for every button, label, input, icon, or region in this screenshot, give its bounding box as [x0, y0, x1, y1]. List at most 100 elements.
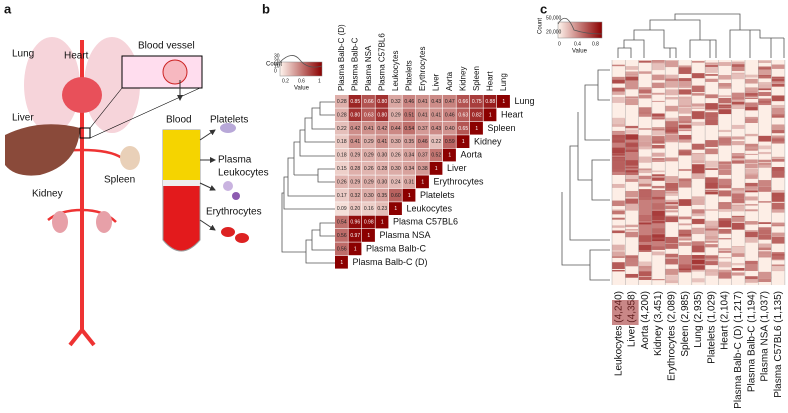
heatmap-texture [678, 237, 692, 239]
heatmap-texture [691, 199, 705, 205]
heatmap-texture [651, 152, 665, 157]
heatmap-texture [651, 176, 665, 181]
heatmap-texture [678, 98, 692, 106]
heatmap-texture [731, 124, 745, 129]
heatmap-texture [665, 105, 678, 112]
heatmap-texture [771, 64, 785, 69]
heatmap-texture [745, 209, 758, 212]
heatmap-texture [758, 74, 772, 76]
row-label: Leukocytes [407, 203, 453, 213]
heatmap-cell [470, 108, 483, 122]
heatmap-texture [638, 168, 652, 174]
heatmap-cell [389, 188, 402, 202]
heatmap-texture [745, 182, 758, 188]
heatmap-texture [745, 102, 758, 108]
heatmap-texture [691, 241, 705, 246]
row-label: Kidney [474, 136, 502, 146]
heatmap-cell [456, 108, 470, 122]
legend-tick: 30 [274, 53, 280, 59]
heatmap-texture [638, 261, 652, 266]
column-label: Kidney (3,451) [653, 291, 664, 356]
heatmap-texture [625, 96, 639, 98]
heatmap-texture [665, 81, 678, 88]
cell-label: 0.30 [391, 139, 401, 145]
cell-label: 0.42 [350, 126, 360, 132]
heatmap-texture [745, 93, 758, 96]
heatmap-texture [731, 64, 745, 67]
heatmap-texture [758, 87, 772, 91]
heatmap-texture [705, 177, 718, 184]
heatmap-texture [731, 190, 745, 196]
heatmap-texture [665, 243, 678, 249]
dendrogram [617, 13, 785, 58]
heatmap-texture [718, 129, 732, 133]
heatmap-texture [612, 79, 625, 84]
heatmap-cell [335, 135, 348, 148]
column-label: Aorta [445, 71, 454, 91]
heatmap-texture [745, 118, 758, 123]
cell-label: 0.46 [445, 112, 455, 118]
heatmap-texture [731, 156, 745, 158]
heatmap-texture [745, 169, 758, 174]
cell-label: 0.29 [350, 153, 360, 159]
heatmap-texture [745, 221, 758, 225]
heatmap-texture [771, 107, 785, 115]
cell-label: 1 [448, 153, 451, 159]
heatmap-texture [705, 269, 718, 272]
row-label: Plasma C57BL6 [393, 217, 458, 227]
heatmap-cell [348, 148, 362, 162]
heatmap-texture [678, 129, 692, 132]
heatmap-cell [348, 202, 362, 215]
heatmap-texture [665, 60, 678, 68]
heatmap-texture [625, 75, 639, 77]
heatmap-cell [348, 229, 362, 242]
heatmap-texture [625, 129, 639, 134]
illustration [5, 37, 249, 347]
cell-label: 0.18 [337, 139, 347, 145]
heatmap-texture [665, 216, 678, 223]
heatmap-texture [745, 190, 758, 193]
legend-tick: 0.6 [298, 78, 305, 84]
heatmap-cell [443, 148, 456, 162]
heatmap-cell [456, 95, 470, 108]
heatmap-texture [758, 66, 772, 68]
heatmap-texture [731, 153, 745, 159]
label: Platelets [210, 115, 248, 126]
legend-tick: 50,000 [546, 15, 562, 21]
panel-label: a [4, 1, 12, 16]
heatmap-cell [402, 188, 416, 202]
row-label: Liver [447, 163, 467, 173]
row-label: Plasma NSA [380, 230, 431, 240]
cell-label: 0.30 [377, 153, 387, 159]
cell-label: 0.63 [458, 112, 468, 118]
heatmap-texture [745, 96, 758, 99]
heatmap-cell [389, 108, 402, 122]
heatmap-texture [665, 77, 678, 82]
label: Lung [12, 49, 34, 60]
label: Leukocytes [218, 168, 269, 179]
cell-label: 0.43 [431, 126, 441, 132]
label: Plasma [218, 155, 252, 166]
heatmap-cell [389, 135, 402, 148]
heatmap-cell [362, 229, 375, 242]
heatmap-texture [651, 130, 665, 136]
heatmap-texture [731, 268, 745, 271]
heatmap-cell [416, 175, 429, 189]
heatmap-texture [691, 118, 705, 120]
heatmap-texture [771, 136, 785, 138]
column-label: Plasma Balb-C (1,194) [746, 291, 757, 392]
heatmap-cell [416, 148, 429, 162]
heatmap-cell [389, 162, 402, 175]
heatmap-texture [612, 230, 625, 234]
heatmap-cell [389, 121, 402, 135]
heatmap-texture [705, 78, 718, 82]
heatmap-texture [771, 202, 785, 210]
heatmap-texture [678, 199, 692, 206]
cell-label: 0.26 [337, 179, 347, 185]
heatmap-texture [718, 178, 732, 186]
heatmap-texture [691, 245, 705, 253]
heatmap-texture [678, 242, 692, 246]
cell-label: 0.66 [458, 99, 468, 105]
heatmap-texture [612, 117, 625, 125]
row-label: Erythrocytes [434, 176, 485, 186]
